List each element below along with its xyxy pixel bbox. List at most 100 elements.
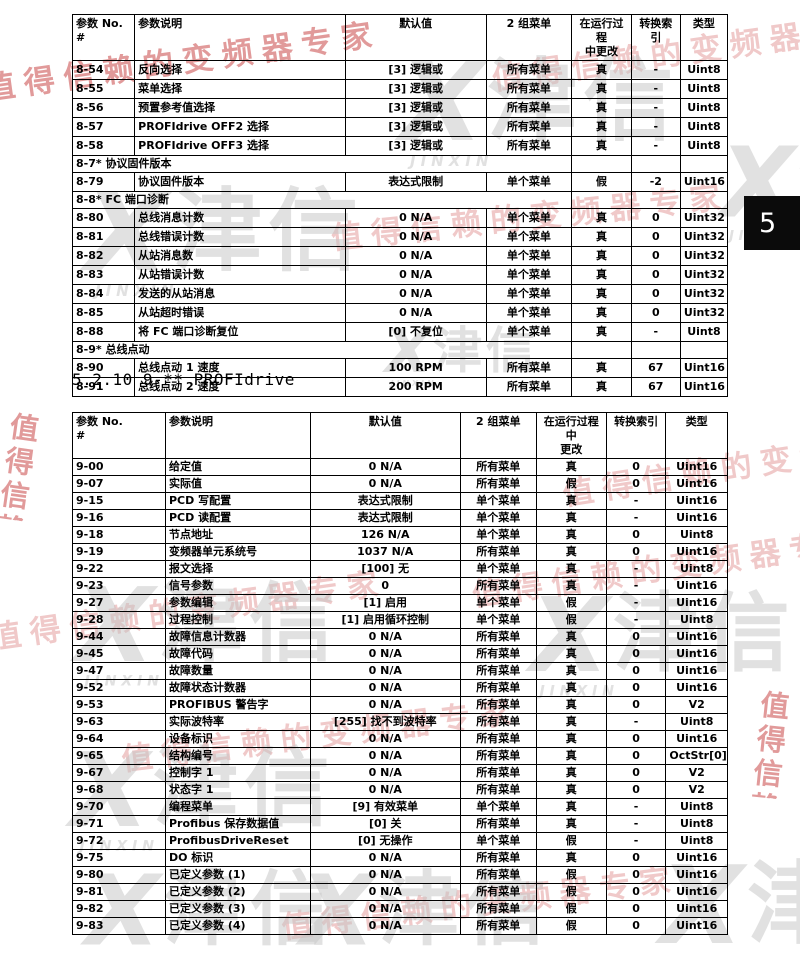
table-cell: 故障代码 [165,645,311,664]
table-cell: [1] 启用 [309,594,461,613]
param-row: 9-72 ProfibusDriveReset [0] 无操作 单个菜单假 - Uint8 [72,832,728,851]
table-cell: 真 [571,207,632,228]
table-cell: 9-64 [72,730,166,749]
watermark-slogan-vertical: 值得信赖的变频器专家 [742,688,795,800]
table-cell: 0 [309,577,461,596]
empty-cell [571,191,632,209]
section-heading: 5.2.10 9-** PROFIdrive [72,370,295,389]
table-cell: - [605,594,667,613]
table-cell: 真 [535,849,607,868]
group-section-row: 8-9* 总线点动 [71,340,729,359]
table-cell: Uint16 [679,357,729,378]
table-cell: 0 [605,764,667,783]
table-cell: 报文选择 [165,560,311,579]
empty-cell [679,155,729,173]
param-row: 9-15 PCD 写配置 表达式限制 单个菜单真 - Uint16 [72,492,728,511]
param-table-8: 参数 No. # 参数说明 默认值 2 组菜单 在运行过程 中更改 转换索引 类型 8-54 反… [71,13,729,397]
table-cell: 真 [571,136,632,157]
table-cell: Uint16 [665,475,728,494]
table-cell: 9-44 [72,628,166,647]
table-cell: 所有菜单 [459,679,537,698]
group-section-label: 8-8* FC 端口诊断 [71,191,573,209]
table-cell: 0 [605,866,667,885]
table-cell: 所有菜单 [459,900,537,919]
table-cell: 0 [605,849,667,868]
table-cell: 真 [571,264,632,285]
table-cell: 反向选择 [134,60,346,81]
table-cell: 所有菜单 [459,713,537,732]
table-cell: 所有菜单 [459,849,537,868]
param-row: 9-64 设备标识 0 N/A 所有菜单真 0 Uint16 [72,730,728,749]
table-cell: 已定义参数 (2) [165,883,311,902]
table-cell: - [605,577,667,596]
table-cell: Uint8 [665,526,728,545]
table-cell: 真 [535,730,607,749]
table-cell: 信号参数 [165,577,311,596]
table-cell: 0 [630,226,681,247]
table-cell: Uint16 [679,172,729,192]
column-header: 类型 [679,13,729,62]
param-row: 9-53 PROFIBUS 警告字 0 N/A 所有菜单真 0 V2 [72,696,728,715]
table-cell: - [630,60,681,81]
table-cell: 真 [535,679,607,698]
table-cell: Uint16 [665,883,728,902]
table-cell: 0 [605,696,667,715]
table-cell: ProfibusDriveReset [165,832,311,851]
empty-cell [630,191,681,209]
table-cell: 9-80 [72,866,166,885]
table-cell: - [630,98,681,119]
param-row: 9-71 Profibus 保存数据值 [0] 关所有菜单真 - Uint8 [72,815,728,834]
table-cell: 0 N/A [344,207,487,228]
table-cell: 真 [571,283,632,304]
table-cell: 0 N/A [344,226,487,247]
table-cell: 真 [535,492,607,511]
table-cell: 已定义参数 (1) [165,866,311,885]
table-cell: 所有菜单 [485,79,573,100]
table-cell: Uint8 [665,713,728,732]
table-cell: 67 [630,376,681,397]
table-cell: 0 N/A [344,302,487,323]
table-cell: 0 N/A [309,900,461,919]
table-cell: Uint16 [665,866,728,885]
table-cell: 单个菜单 [485,264,573,285]
table-cell: 故障状态计数器 [165,679,311,698]
table-cell: 所有菜单 [459,730,537,749]
table-cell: 8-84 [71,283,136,304]
table-cell: - [605,713,667,732]
table-cell: 假 [535,594,607,613]
empty-cell [571,155,632,173]
table-cell: 已定义参数 (3) [165,900,311,919]
param-row: 9-28 过程控制 [1] 启用循环控制 单个菜单假 - Uint8 [72,611,728,630]
table-cell: Uint16 [665,543,728,562]
column-header: 参数说明 [134,13,346,62]
watermark-slogan-vertical: 值得信赖的变频器专家 [0,410,45,522]
table-cell: 单个菜单 [485,207,573,228]
table-cell: 9-07 [72,475,166,494]
table-cell: 参数编辑 [165,594,311,613]
table-cell: V2 [665,781,728,800]
table-cell: 真 [535,781,607,800]
table-cell: 0 [605,883,667,902]
table-cell: 0 [605,526,667,545]
param-row: 9-00 给定值 0 N/A 所有菜单真 0 Uint16 [72,458,728,477]
table-cell: 真 [571,376,632,397]
table-cell: 所有菜单 [459,475,537,494]
table-cell: 真 [535,560,607,579]
param-row: 9-63 实际波特率 [255] 找不到波特率 所有菜单真 - Uint8 [72,713,728,732]
table-cell: Uint16 [665,594,728,613]
table-cell: 0 [605,900,667,919]
table-cell: 总线点动 2 速度 [134,376,346,397]
table-cell: 发送的从站消息 [134,283,346,304]
table-cell: 8-81 [71,226,136,247]
table-cell: 9-23 [72,577,166,596]
table-cell: 故障信息计数器 [165,628,311,647]
table-cell: 所有菜单 [459,577,537,596]
table-cell: Uint8 [679,60,729,81]
table-cell: 0 N/A [309,696,461,715]
table-cell: 所有菜单 [459,645,537,664]
table-cell: 126 N/A [309,526,461,545]
column-header: 转换索引 [605,411,667,460]
table-cell: 假 [535,475,607,494]
